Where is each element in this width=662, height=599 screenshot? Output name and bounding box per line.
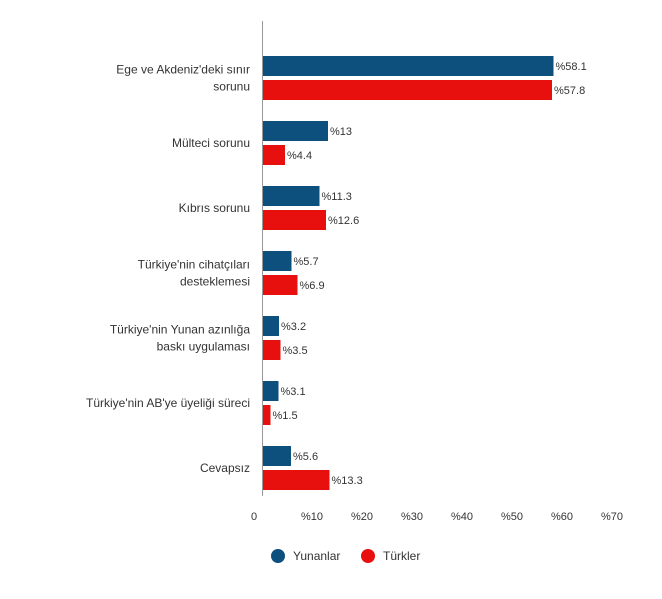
category-label-line: baskı uygulaması bbox=[157, 340, 250, 354]
category-label-5: Türkiye'nin AB'ye üyeliği süreci bbox=[86, 396, 250, 410]
bar-yunanlar-0[interactable] bbox=[263, 56, 554, 76]
data-label-turkler-4: %3.5 bbox=[283, 345, 308, 357]
legend-item-turkler[interactable]: Türkler bbox=[361, 549, 420, 563]
legend-marker bbox=[361, 549, 375, 563]
bar-yunanlar-2[interactable] bbox=[263, 186, 320, 206]
data-label-yunanlar-1: %13 bbox=[330, 126, 352, 138]
bar-turkler-1[interactable] bbox=[263, 145, 285, 165]
category-label-line: Mülteci sorunu bbox=[172, 136, 250, 150]
data-label-turkler-3: %6.9 bbox=[300, 280, 325, 292]
x-tick-label-70: %70 bbox=[601, 511, 623, 523]
data-label-turkler-2: %12.6 bbox=[328, 215, 359, 227]
data-labels: %58.1 %57.8 %13 %4.4 %11.3 %12.6 %5.7 %6.9 %3.2%… bbox=[273, 61, 587, 487]
category-label-line: Cevapsız bbox=[200, 461, 250, 475]
category-label-line: sorunu bbox=[213, 80, 250, 94]
category-label-0: Ege ve Akdeniz'deki sınır sorunu bbox=[116, 63, 250, 94]
data-label-yunanlar-6: %5.6 bbox=[293, 451, 318, 463]
data-label-yunanlar-3: %5.7 bbox=[294, 256, 319, 268]
legend-label: Yunanlar bbox=[293, 549, 340, 563]
bar-turkler-6[interactable] bbox=[263, 470, 330, 490]
x-tick-label-50: %50 bbox=[501, 511, 523, 523]
data-label-yunanlar-2: %11.3 bbox=[322, 191, 352, 203]
bars bbox=[263, 56, 554, 490]
x-tick-label-40: %40 bbox=[451, 511, 473, 523]
legend-marker bbox=[271, 549, 285, 563]
data-label-turkler-6: %13.3 bbox=[332, 475, 363, 487]
value-axis-ticks: 0 %10 %20 %30 %40 %50 %60 %70 bbox=[251, 511, 623, 523]
x-tick-label-30: %30 bbox=[401, 511, 423, 523]
category-label-line: desteklemesi bbox=[180, 275, 250, 289]
category-label-line: Türkiye'nin AB'ye üyeliği süreci bbox=[86, 396, 250, 410]
x-tick-label-20: %20 bbox=[351, 511, 373, 523]
data-label-yunanlar-0: %58.1 bbox=[556, 61, 587, 73]
x-tick-label-60: %60 bbox=[551, 511, 573, 523]
bar-yunanlar-4[interactable] bbox=[263, 316, 279, 336]
category-label-3: Türkiye'nin cihatçıları desteklemesi bbox=[138, 258, 250, 289]
bar-turkler-5[interactable] bbox=[263, 405, 271, 425]
x-tick-label-10: %10 bbox=[301, 511, 323, 523]
category-label-line: Ege ve Akdeniz'deki sınır bbox=[116, 63, 250, 77]
category-label-1: Mülteci sorunu bbox=[172, 136, 250, 150]
data-label-yunanlar-4: %3.2 bbox=[281, 321, 306, 333]
legend[interactable]: Yunanlar Türkler bbox=[271, 549, 420, 563]
bar-turkler-2[interactable] bbox=[263, 210, 326, 230]
bar-yunanlar-1[interactable] bbox=[263, 121, 328, 141]
category-label-line: Türkiye'nin Yunan azınlığa bbox=[110, 323, 250, 337]
data-label-yunanlar-5: %3.1 bbox=[281, 386, 306, 398]
data-label-turkler-1: %4.4 bbox=[287, 150, 312, 162]
bar-turkler-0[interactable] bbox=[263, 80, 552, 100]
category-labels: Ege ve Akdeniz'deki sınır sorunu Mülteci s… bbox=[86, 63, 250, 476]
category-label-6: Cevapsız bbox=[200, 461, 250, 475]
data-label-turkler-5: %1.5 bbox=[273, 410, 298, 422]
bar-yunanlar-6[interactable] bbox=[263, 446, 291, 466]
legend-item-yunanlar[interactable]: Yunanlar bbox=[271, 549, 340, 563]
bar-yunanlar-3[interactable] bbox=[263, 251, 292, 271]
category-label-2: Kıbrıs sorunu bbox=[179, 201, 250, 215]
data-label-turkler-0: %57.8 bbox=[554, 85, 585, 97]
legend-label: Türkler bbox=[383, 549, 420, 563]
category-label-4: Türkiye'nin Yunan azınlığa baskı uygulama… bbox=[110, 323, 250, 354]
bar-turkler-4[interactable] bbox=[263, 340, 281, 360]
category-label-line: Kıbrıs sorunu bbox=[179, 201, 250, 215]
x-tick-label-0: 0 bbox=[251, 511, 257, 523]
category-label-line: Türkiye'nin cihatçıları bbox=[138, 258, 250, 272]
bar-yunanlar-5[interactable] bbox=[263, 381, 279, 401]
bar-turkler-3[interactable] bbox=[263, 275, 298, 295]
